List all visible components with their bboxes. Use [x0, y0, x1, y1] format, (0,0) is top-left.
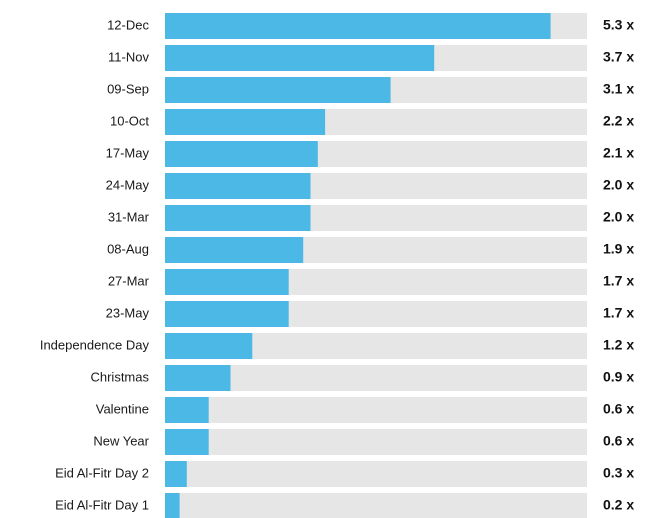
category-label: 17-May — [106, 145, 150, 160]
bar-rows: 12-Dec 5.3 x 11-Nov 3.7 x 09-Sep 3.1 x 10-Oct 2… — [40, 13, 635, 518]
bar — [165, 141, 318, 167]
category-label: Eid Al-Fitr Day 1 — [55, 497, 149, 512]
bar — [165, 173, 311, 199]
category-label: 31-Mar — [108, 209, 150, 224]
category-label: 09-Sep — [107, 81, 149, 96]
value-label: 0.2 x — [603, 497, 634, 513]
value-label: 3.7 x — [603, 49, 634, 65]
value-label: 0.6 x — [603, 433, 634, 449]
bar — [165, 45, 434, 71]
value-label: 1.9 x — [603, 241, 634, 257]
category-label: 12-Dec — [107, 17, 149, 32]
value-label: 2.0 x — [603, 177, 634, 193]
bar — [165, 269, 289, 295]
value-label: 2.2 x — [603, 113, 634, 129]
value-label: 0.9 x — [603, 369, 634, 385]
value-label: 2.0 x — [603, 209, 634, 225]
bar — [165, 365, 231, 391]
bar — [165, 77, 391, 103]
category-label: Eid Al-Fitr Day 2 — [55, 465, 149, 480]
bar — [165, 493, 180, 518]
bar — [165, 333, 252, 359]
bar — [165, 429, 209, 455]
category-label: Valentine — [96, 401, 149, 416]
category-label: Independence Day — [40, 337, 150, 352]
bar — [165, 397, 209, 423]
category-label: 08-Aug — [107, 241, 149, 256]
value-label: 0.3 x — [603, 465, 634, 481]
category-label: 11-Nov — [108, 49, 149, 64]
value-label: 2.1 x — [603, 145, 634, 161]
bar — [165, 205, 311, 231]
value-label: 1.2 x — [603, 337, 634, 353]
value-label: 0.6 x — [603, 401, 634, 417]
bar-track — [165, 493, 587, 518]
value-label: 1.7 x — [603, 305, 634, 321]
value-label: 1.7 x — [603, 273, 634, 289]
bar — [165, 13, 551, 39]
bar — [165, 461, 187, 487]
bar-track — [165, 397, 587, 423]
bar-track — [165, 429, 587, 455]
category-label: 27-Mar — [108, 273, 150, 288]
category-label: 23-May — [106, 305, 150, 320]
value-label: 3.1 x — [603, 81, 634, 97]
bar — [165, 109, 325, 135]
value-label: 5.3 x — [603, 17, 634, 33]
bar — [165, 237, 303, 263]
category-label: Christmas — [90, 369, 149, 384]
bar — [165, 301, 289, 327]
category-label: 24-May — [106, 177, 150, 192]
category-label: New Year — [93, 433, 149, 448]
bar-track — [165, 461, 587, 487]
category-label: 10-Oct — [110, 113, 149, 128]
